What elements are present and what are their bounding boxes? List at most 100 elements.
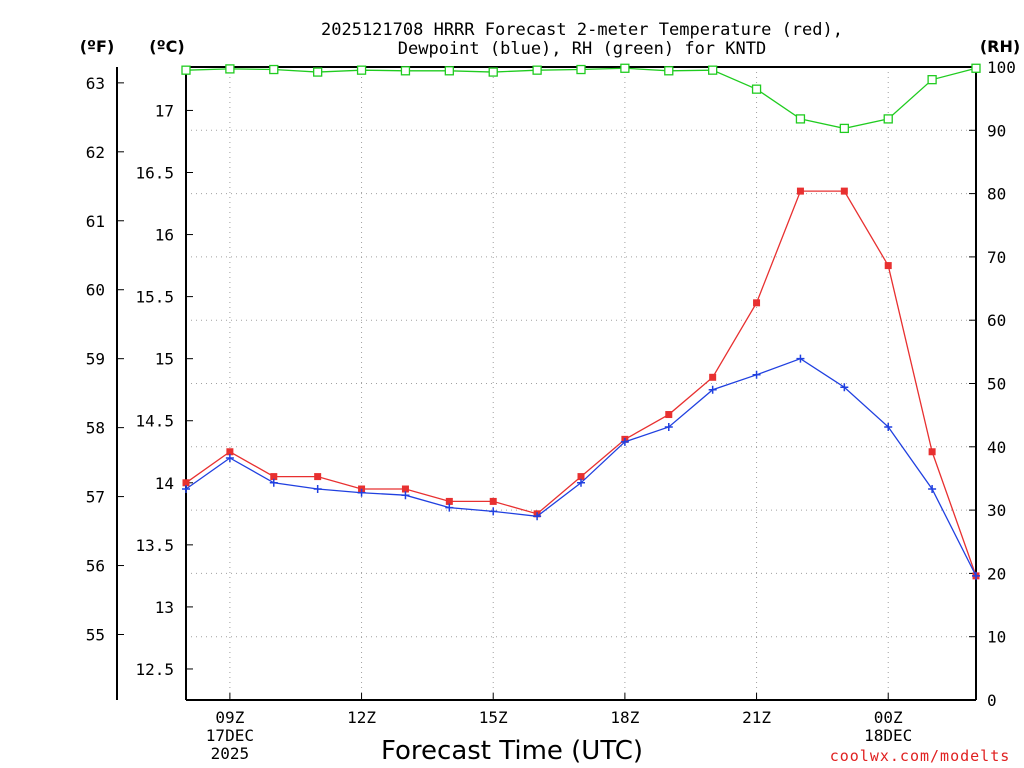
dewpoint-point (489, 507, 498, 516)
dewpoint-point (620, 437, 629, 446)
temperature-point (753, 299, 761, 307)
rh-point (839, 123, 849, 134)
temperature-point (270, 473, 278, 481)
dewpoint-point (664, 422, 673, 431)
rh-point (927, 75, 937, 85)
dewpoint-point (225, 453, 234, 462)
rh-tick-label: 40 (987, 438, 1006, 457)
rh-point (225, 64, 235, 74)
fahrenheit-tick-label: 62 (86, 143, 105, 162)
celsius-tick-label: 13.5 (135, 536, 174, 555)
dewpoint-point (752, 370, 761, 379)
rh-point (576, 64, 586, 75)
celsius-tick-label: 12.5 (135, 660, 174, 679)
dewpoint-point (445, 503, 454, 512)
x-tick-label: 21Z (742, 708, 771, 727)
fahrenheit-tick-label: 58 (86, 419, 105, 438)
rh-line (185, 67, 977, 130)
temperature-point (489, 497, 497, 505)
temperature-point (577, 473, 585, 481)
temperature-point (928, 448, 936, 456)
dewpoint-point (182, 485, 190, 493)
dewpoint-point (357, 488, 366, 497)
rh-point (356, 65, 367, 75)
rh-point (708, 65, 718, 75)
temperature-point (840, 187, 848, 195)
x-tick-label: 2025 (211, 744, 250, 763)
rh-point (444, 66, 454, 76)
rh-point (181, 65, 191, 75)
fahrenheit-tick-label: 55 (86, 625, 105, 644)
fahrenheit-tick-label: 61 (86, 212, 105, 231)
temperature-point (182, 479, 190, 487)
dewpoint-point (928, 485, 937, 493)
rh-point (620, 63, 630, 73)
dewpoint-point (884, 422, 893, 431)
temperature-point (709, 373, 717, 381)
rh-point (795, 114, 806, 124)
temperature-point (314, 473, 322, 481)
series-temperature (182, 187, 980, 580)
temperature-point (796, 187, 804, 195)
dewpoint-point (313, 485, 322, 493)
x-tick-label: 12Z (347, 708, 376, 727)
dewpoint-point (577, 478, 585, 487)
temperature-point (665, 411, 673, 419)
rh-point (883, 114, 893, 124)
rh-tick-label: 30 (987, 501, 1006, 520)
dewpoint-point (533, 512, 542, 521)
celsius-tick-label: 13 (155, 598, 174, 617)
rh-tick-label: 100 (987, 58, 1016, 77)
rh-tick-label: 90 (987, 121, 1006, 140)
celsius-tick-label: 15 (155, 350, 174, 369)
fahrenheit-tick-label: 57 (86, 488, 105, 507)
rh-point (313, 67, 323, 77)
fahrenheit-tick-label: 60 (86, 281, 105, 300)
fahrenheit-tick-label: 63 (86, 74, 105, 93)
rh-point (269, 64, 279, 75)
rh-axis-label: (RH) (980, 37, 1020, 56)
rh-point (532, 65, 542, 75)
fahrenheit-tick-label: 56 (86, 557, 105, 576)
x-axis-title: Forecast Time (UTC) (381, 736, 643, 766)
rh-tick-label: 50 (987, 375, 1006, 394)
rh-tick-label: 60 (987, 311, 1006, 330)
dewpoint-point (796, 354, 805, 363)
temperature-point (884, 262, 892, 270)
temperature-point (445, 497, 453, 505)
dewpoint-point (972, 571, 980, 580)
rh-tick-label: 70 (987, 248, 1006, 267)
rh-point (488, 67, 498, 77)
x-tick-label: 00Z (874, 708, 903, 727)
rh-point (400, 66, 411, 76)
dewpoint-point (401, 491, 410, 500)
data-series (181, 63, 981, 580)
celsius-tick-label: 15.5 (135, 288, 174, 307)
temperature-point (401, 485, 409, 493)
fahrenheit-axis-label: (ºF) (80, 37, 115, 56)
celsius-tick-label: 16 (155, 226, 174, 245)
temperature-point (226, 448, 234, 456)
fahrenheit-tick-label: 59 (86, 350, 105, 369)
chart-title-line-1: 2025121708 HRRR Forecast 2-meter Tempera… (321, 20, 843, 40)
x-tick-label: 18Z (610, 708, 639, 727)
dewpoint-point (840, 383, 849, 392)
rh-tick-label: 20 (987, 564, 1006, 583)
celsius-axis-label: (ºC) (149, 37, 184, 56)
rh-point (971, 63, 981, 73)
celsius-tick-label: 14.5 (135, 412, 174, 431)
credit-link[interactable]: coolwx.com/modelts (830, 747, 1011, 765)
dewpoint-point (708, 385, 717, 394)
rh-point (751, 84, 762, 94)
chart-title-line-2: Dewpoint (blue), RH (green) for KNTD (398, 39, 766, 59)
dewpoint-line (185, 357, 977, 577)
celsius-tick-label: 16.5 (135, 164, 174, 183)
x-tick-label: 17DEC (206, 726, 254, 745)
rh-tick-label: 10 (987, 628, 1006, 647)
series-dewpoint (182, 354, 980, 580)
rh-tick-label: 80 (987, 185, 1006, 204)
dewpoint-point (269, 478, 278, 487)
x-tick-label: 15Z (479, 708, 508, 727)
